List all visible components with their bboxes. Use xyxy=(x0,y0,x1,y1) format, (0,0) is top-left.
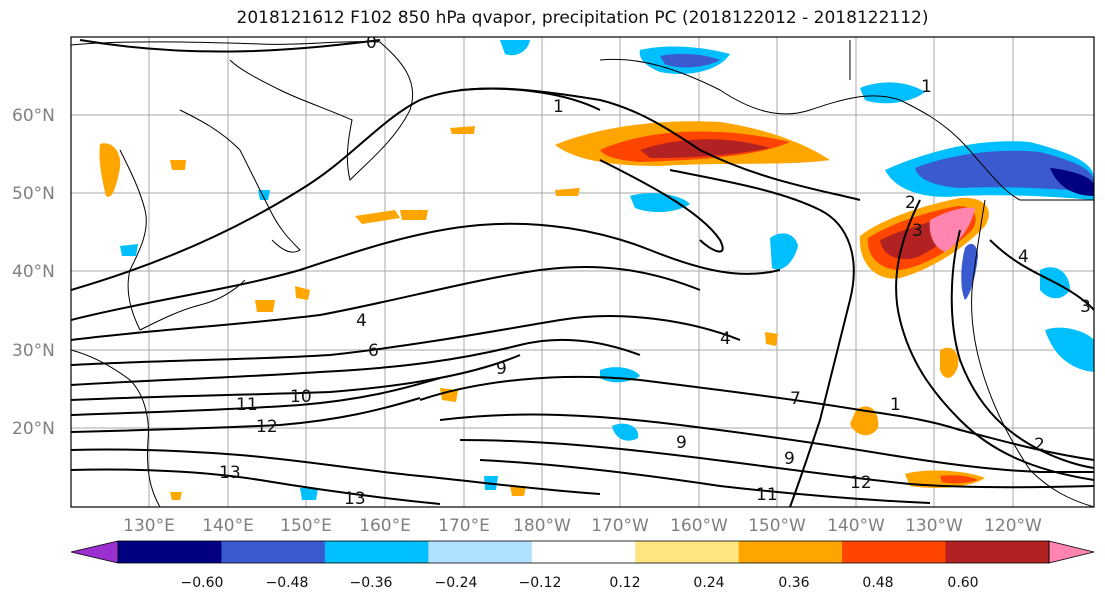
precip-anomaly-fill xyxy=(99,40,1094,500)
colorbar-extend-high xyxy=(1048,540,1095,564)
map-title: 2018121612 F102 850 hPa qvapor, precipit… xyxy=(236,8,929,28)
coastlines xyxy=(71,40,1094,507)
colorbar-segment xyxy=(324,541,429,563)
colorbar-tick: 0.48 xyxy=(862,575,893,591)
contour-label: 13 xyxy=(344,489,366,509)
colorbar-tick: 0.60 xyxy=(947,575,978,591)
colorbar-segment xyxy=(531,541,636,563)
map-background xyxy=(71,37,1094,507)
contour-label: 7 xyxy=(790,389,801,409)
colorbar-segment xyxy=(118,541,222,563)
colorbar-outline xyxy=(117,540,1050,564)
contour-label: 1 xyxy=(921,77,932,97)
contour-label: 12 xyxy=(256,417,278,437)
colorbar-segment xyxy=(221,541,326,563)
colorbar-tick: −0.12 xyxy=(519,575,562,591)
colorbar-tick: −0.48 xyxy=(266,575,309,591)
colorbar xyxy=(70,540,1095,564)
contour-label: 11 xyxy=(236,395,258,415)
contour-label: 6 xyxy=(368,341,379,361)
contour-label: 13 xyxy=(219,463,241,483)
lat-label: 60°N xyxy=(12,106,55,126)
colorbar-tick: −0.60 xyxy=(181,575,224,591)
colorbar-segment xyxy=(428,541,533,563)
lon-label: 180°W xyxy=(513,516,571,536)
map-frame xyxy=(70,36,1095,508)
lat-label: 30°N xyxy=(12,341,55,361)
lat-label: 40°N xyxy=(12,262,55,282)
lon-label: 160°E xyxy=(359,516,411,536)
colorbar-extend-low xyxy=(70,540,119,564)
contour-label: 1 xyxy=(890,395,901,415)
lon-label: 130°E xyxy=(123,516,175,536)
contour-label: 4 xyxy=(356,311,367,331)
contour-label: 11 xyxy=(756,485,778,505)
colorbar-segment xyxy=(842,541,947,563)
contour-label: 4 xyxy=(1018,247,1029,267)
contour-label: 10 xyxy=(290,387,312,407)
lon-label: 140°E xyxy=(202,516,254,536)
lon-label: 150°W xyxy=(748,516,806,536)
contour-label: 9 xyxy=(496,359,507,379)
colorbar-tick: 0.12 xyxy=(609,575,640,591)
lon-label: 170°E xyxy=(438,516,490,536)
colorbar-segment xyxy=(945,541,1050,563)
lon-label: 150°E xyxy=(280,516,332,536)
lat-label: 50°N xyxy=(12,184,55,204)
lon-label: 160°W xyxy=(670,516,728,536)
colorbar-segment xyxy=(635,541,740,563)
contour-label: 0 xyxy=(366,33,377,53)
contour-label: 2 xyxy=(905,193,916,213)
lon-label: 120°W xyxy=(984,516,1042,536)
contour-label: 9 xyxy=(784,449,795,469)
colorbar-segment xyxy=(738,541,843,563)
longitude-labels: 130°E 140°E 150°E 160°E 170°E 180°W 170°… xyxy=(123,516,1042,536)
contour-label: 12 xyxy=(850,473,872,493)
contour-label: 9 xyxy=(676,433,687,453)
lon-label: 140°W xyxy=(827,516,885,536)
colorbar-tick: 0.36 xyxy=(778,575,809,591)
qvapor-contours xyxy=(71,39,1094,507)
colorbar-ticks: −0.60 −0.48 −0.36 −0.24 −0.12 0.12 0.24 … xyxy=(181,575,979,591)
colorbar-tick: −0.24 xyxy=(435,575,478,591)
latitude-labels: 60°N 50°N 40°N 30°N 20°N xyxy=(12,106,55,439)
contour-label: 3 xyxy=(1080,297,1091,317)
lat-label: 20°N xyxy=(12,419,55,439)
colorbar-tick: 0.24 xyxy=(693,575,724,591)
lon-label: 130°W xyxy=(905,516,963,536)
colorbar-tick: −0.36 xyxy=(350,575,393,591)
contour-label: 2 xyxy=(1034,435,1045,455)
contour-label: 3 xyxy=(912,221,923,241)
lon-label: 170°W xyxy=(591,516,649,536)
contour-label: 4 xyxy=(720,329,731,349)
contour-label: 1 xyxy=(553,97,564,117)
